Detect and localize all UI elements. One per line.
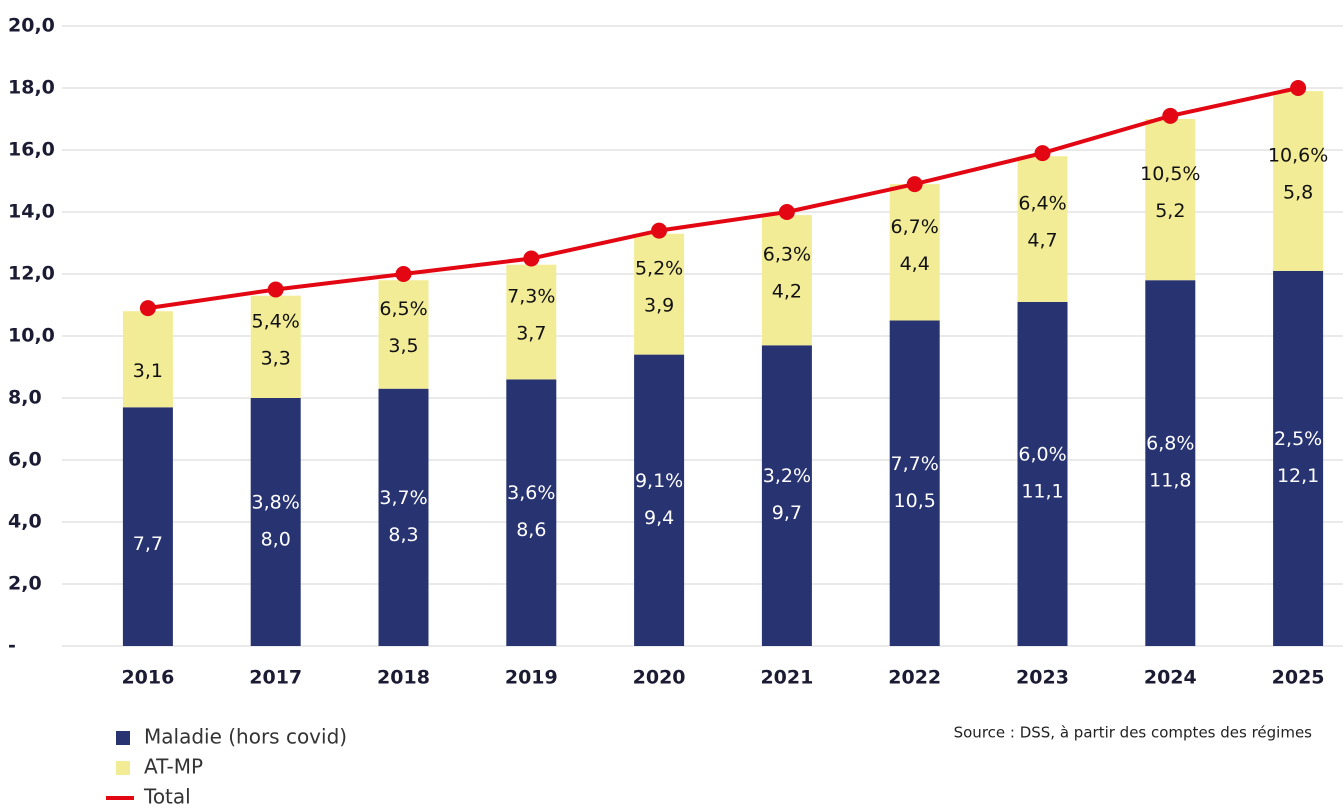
total-line — [147, 86, 1299, 311]
bar-segment — [250, 295, 301, 398]
bar-segment — [889, 184, 940, 321]
bar-segment — [378, 388, 429, 646]
value-label: 4,4 — [900, 253, 930, 275]
bar-segment — [378, 280, 429, 389]
bar-segment — [889, 320, 940, 646]
growth-label: 7,7% — [891, 453, 939, 475]
value-label: 7,7 — [133, 533, 163, 555]
y-tick-label: 14,0 — [8, 201, 55, 223]
y-tick-label: 12,0 — [8, 263, 55, 285]
y-tick-label: 16,0 — [8, 139, 55, 161]
value-label: 10,5 — [894, 490, 936, 512]
value-label: 11,1 — [1021, 480, 1063, 502]
x-tick-label: 2025 — [1272, 667, 1325, 689]
growth-label: 6,0% — [1018, 443, 1066, 465]
y-tick-label: - — [8, 635, 16, 657]
value-label: 8,0 — [261, 529, 291, 551]
x-tick-label: 2024 — [1144, 667, 1197, 689]
growth-label: 10,5% — [1140, 163, 1200, 185]
y-tick-label: 6,0 — [8, 449, 42, 471]
bar-segment — [506, 379, 557, 646]
bar-segment — [1273, 91, 1324, 271]
growth-label: 6,7% — [891, 216, 939, 238]
bar-segment — [1017, 301, 1068, 646]
value-label: 4,2 — [772, 281, 802, 303]
growth-label: 6,8% — [1146, 433, 1194, 455]
total-point — [395, 266, 412, 282]
total-point — [906, 176, 923, 193]
value-label: 12,1 — [1277, 465, 1319, 487]
growth-label: 5,2% — [635, 258, 683, 280]
total-point — [1162, 107, 1179, 124]
value-label: 9,4 — [644, 507, 674, 529]
growth-label: 6,5% — [379, 298, 427, 320]
bar-segment — [634, 354, 685, 646]
x-tick-label: 2020 — [633, 667, 686, 689]
bar-segment — [1145, 119, 1196, 281]
value-label: 11,8 — [1149, 470, 1191, 492]
growth-label: 9,1% — [635, 470, 683, 492]
legend-label: Maladie (hors covid) — [144, 725, 347, 749]
growth-label: 3,6% — [507, 482, 555, 504]
bar-segment — [250, 398, 301, 646]
value-label: 8,3 — [388, 524, 418, 546]
bar-segment — [1017, 156, 1068, 302]
growth-label: 6,4% — [1018, 193, 1066, 215]
total-point — [651, 222, 668, 239]
value-label: 8,6 — [516, 519, 546, 541]
growth-label: 5,4% — [252, 310, 300, 332]
growth-label: 7,3% — [507, 286, 555, 308]
y-tick-label: 18,0 — [8, 77, 55, 99]
x-tick-label: 2023 — [1016, 667, 1069, 689]
total-point — [1290, 80, 1307, 96]
legend-label: AT-MP — [144, 755, 203, 779]
bar-segment — [761, 345, 812, 646]
x-tick-label: 2019 — [505, 667, 558, 689]
value-label: 3,3 — [261, 347, 291, 369]
growth-label: 6,3% — [763, 244, 811, 266]
legend-swatch — [116, 761, 130, 775]
growth-label: 3,2% — [763, 465, 811, 487]
y-tick-label: 2,0 — [8, 573, 42, 595]
x-tick-label: 2017 — [249, 667, 302, 689]
bar-segment — [1145, 280, 1196, 646]
legend-swatch — [116, 731, 130, 745]
value-label: 3,9 — [644, 295, 674, 317]
growth-label: 10,6% — [1268, 145, 1328, 167]
growth-label: 3,8% — [252, 492, 300, 514]
x-tick-label: 2018 — [377, 667, 430, 689]
bar-segment — [1273, 270, 1324, 646]
growth-label: 3,7% — [379, 487, 427, 509]
total-point — [523, 250, 540, 267]
x-tick-label: 2016 — [121, 667, 174, 689]
bar-segment — [122, 407, 173, 646]
y-tick-label: 20,0 — [8, 15, 55, 37]
total-point — [139, 300, 156, 317]
bar-segment — [761, 215, 812, 346]
value-label: 5,2 — [1155, 200, 1185, 222]
bar-segment — [506, 264, 557, 380]
y-tick-label: 8,0 — [8, 387, 42, 409]
value-label: 3,7 — [516, 323, 546, 345]
value-label: 3,5 — [388, 335, 418, 357]
x-tick-label: 2022 — [888, 667, 941, 689]
value-label: 4,7 — [1027, 230, 1057, 252]
value-label: 3,1 — [133, 360, 163, 382]
total-point — [1034, 145, 1051, 162]
bar-segment — [122, 311, 173, 408]
legend-label: Total — [143, 785, 191, 808]
value-label: 5,8 — [1283, 182, 1313, 204]
y-tick-label: 10,0 — [8, 325, 55, 347]
total-point — [778, 204, 795, 220]
y-tick-label: 4,0 — [8, 511, 42, 533]
value-label: 9,7 — [772, 502, 802, 524]
source: Source : DSS, à partir des comptes des r… — [954, 724, 1313, 742]
growth-label: 2,5% — [1274, 428, 1322, 450]
bar-segment — [634, 233, 685, 355]
total-point — [267, 281, 284, 298]
x-tick-label: 2021 — [760, 667, 813, 689]
